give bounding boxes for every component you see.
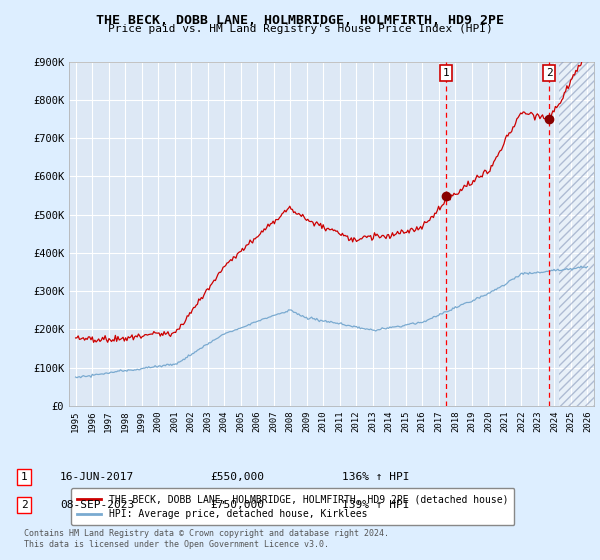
Bar xyxy=(559,62,594,406)
Text: 139% ↑ HPI: 139% ↑ HPI xyxy=(342,500,409,510)
Bar xyxy=(559,62,594,406)
Text: Contains HM Land Registry data © Crown copyright and database right 2024.
This d: Contains HM Land Registry data © Crown c… xyxy=(24,529,389,549)
Text: 1: 1 xyxy=(443,68,449,78)
Text: 136% ↑ HPI: 136% ↑ HPI xyxy=(342,472,409,482)
Text: 1: 1 xyxy=(20,472,28,482)
Text: 2: 2 xyxy=(546,68,553,78)
Text: 2: 2 xyxy=(20,500,28,510)
Text: 08-SEP-2023: 08-SEP-2023 xyxy=(60,500,134,510)
Text: 16-JUN-2017: 16-JUN-2017 xyxy=(60,472,134,482)
Text: £550,000: £550,000 xyxy=(210,472,264,482)
Text: Price paid vs. HM Land Registry's House Price Index (HPI): Price paid vs. HM Land Registry's House … xyxy=(107,24,493,34)
Text: THE BECK, DOBB LANE, HOLMBRIDGE, HOLMFIRTH, HD9 2PE: THE BECK, DOBB LANE, HOLMBRIDGE, HOLMFIR… xyxy=(96,14,504,27)
Legend: THE BECK, DOBB LANE, HOLMBRIDGE, HOLMFIRTH, HD9 2PE (detached house), HPI: Avera: THE BECK, DOBB LANE, HOLMBRIDGE, HOLMFIR… xyxy=(71,488,514,525)
Text: £750,000: £750,000 xyxy=(210,500,264,510)
